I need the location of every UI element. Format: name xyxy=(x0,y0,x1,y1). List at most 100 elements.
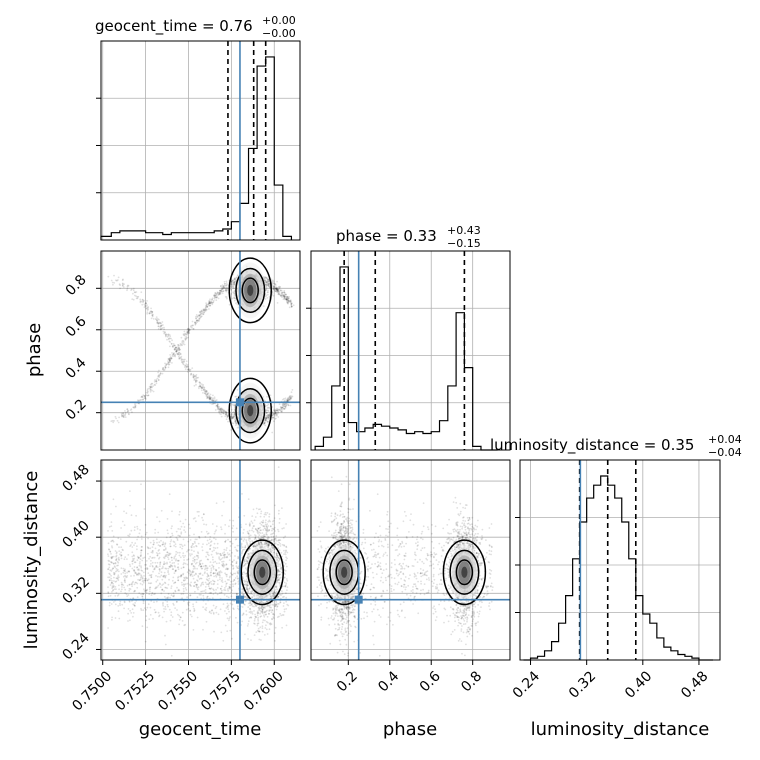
sample-point xyxy=(171,532,174,535)
sample-point xyxy=(111,591,113,593)
sample-point xyxy=(285,608,288,610)
sample-point xyxy=(184,587,187,589)
sample-point xyxy=(271,280,273,283)
sample-point xyxy=(133,526,136,529)
sample-point xyxy=(111,546,114,549)
sample-point xyxy=(178,551,181,554)
sample-point xyxy=(196,558,198,561)
sample-point xyxy=(292,304,295,307)
sample-point xyxy=(159,321,162,324)
sample-point xyxy=(286,589,288,591)
sample-point xyxy=(272,288,274,291)
sample-point xyxy=(170,614,173,617)
sample-point xyxy=(280,551,283,554)
sample-point xyxy=(276,407,278,410)
sample-point xyxy=(197,551,199,554)
sample-point xyxy=(187,368,190,370)
sample-point xyxy=(216,408,219,411)
sample-point xyxy=(237,556,240,559)
sample-point xyxy=(185,608,188,611)
sample-point xyxy=(285,546,288,549)
sample-point xyxy=(189,569,191,572)
sample-point xyxy=(222,409,225,412)
sample-point xyxy=(128,570,130,573)
sample-point xyxy=(265,282,268,284)
sample-point xyxy=(148,618,151,620)
sample-point xyxy=(226,287,229,290)
sample-point xyxy=(110,279,113,282)
sample-point xyxy=(112,535,115,538)
sample-point xyxy=(124,572,127,575)
sample-point xyxy=(267,283,270,286)
sample-point xyxy=(151,564,154,567)
sample-point xyxy=(227,608,230,611)
sample-point xyxy=(286,296,288,298)
sample-point xyxy=(216,587,219,589)
sample-point xyxy=(150,307,153,310)
sample-point xyxy=(150,385,153,388)
sample-point xyxy=(214,292,217,294)
sample-point xyxy=(164,586,167,589)
sample-point xyxy=(160,571,163,574)
sample-point xyxy=(222,286,225,289)
sample-point xyxy=(285,523,287,525)
sample-point xyxy=(172,540,175,543)
sample-point xyxy=(173,544,176,547)
sample-point xyxy=(207,303,210,306)
sample-point xyxy=(266,284,269,286)
sample-point xyxy=(205,390,208,393)
sample-point xyxy=(211,597,214,600)
sample-point xyxy=(155,378,158,381)
sample-point xyxy=(197,385,200,388)
sample-point xyxy=(266,282,269,285)
sample-point xyxy=(289,396,292,399)
sample-point xyxy=(108,604,111,607)
sample-point xyxy=(224,524,227,526)
sample-point xyxy=(130,575,132,577)
sample-point xyxy=(214,399,217,402)
sample-point xyxy=(188,332,191,334)
sample-point xyxy=(131,567,134,570)
sample-point xyxy=(126,285,129,288)
sample-point xyxy=(225,585,227,588)
sample-point xyxy=(146,546,149,548)
sample-point xyxy=(157,328,160,330)
sample-point xyxy=(267,418,270,421)
sample-point xyxy=(150,382,153,385)
sample-point xyxy=(118,617,121,620)
sample-point xyxy=(214,292,217,294)
sample-point xyxy=(177,355,180,358)
sample-point xyxy=(141,596,144,598)
sample-point xyxy=(214,294,217,297)
sample-point xyxy=(126,410,129,413)
sample-point xyxy=(167,573,170,575)
sample-point xyxy=(140,483,142,486)
sample-point xyxy=(149,383,152,386)
sample-point xyxy=(276,280,278,283)
sample-point xyxy=(115,279,117,282)
sample-point xyxy=(226,287,228,290)
sample-point xyxy=(281,294,284,297)
sample-point xyxy=(158,520,161,523)
sample-point xyxy=(142,301,144,303)
sample-point xyxy=(117,593,120,596)
sample-point xyxy=(117,574,120,577)
sample-point xyxy=(211,609,214,611)
sample-point xyxy=(236,592,238,595)
sample-point xyxy=(110,521,113,523)
sample-point xyxy=(185,360,188,363)
sample-point xyxy=(164,331,166,333)
sample-point xyxy=(177,613,179,616)
sample-point xyxy=(236,621,239,624)
sample-point xyxy=(157,375,159,377)
sample-point xyxy=(122,567,125,570)
sample-point xyxy=(107,568,109,571)
sample-point xyxy=(284,569,287,572)
sample-point xyxy=(160,324,163,327)
sample-point xyxy=(279,612,282,615)
sample-point xyxy=(266,278,269,281)
sample-point xyxy=(117,276,120,279)
sample-point xyxy=(161,543,164,546)
sample-point xyxy=(218,293,221,296)
sample-point xyxy=(158,552,161,555)
